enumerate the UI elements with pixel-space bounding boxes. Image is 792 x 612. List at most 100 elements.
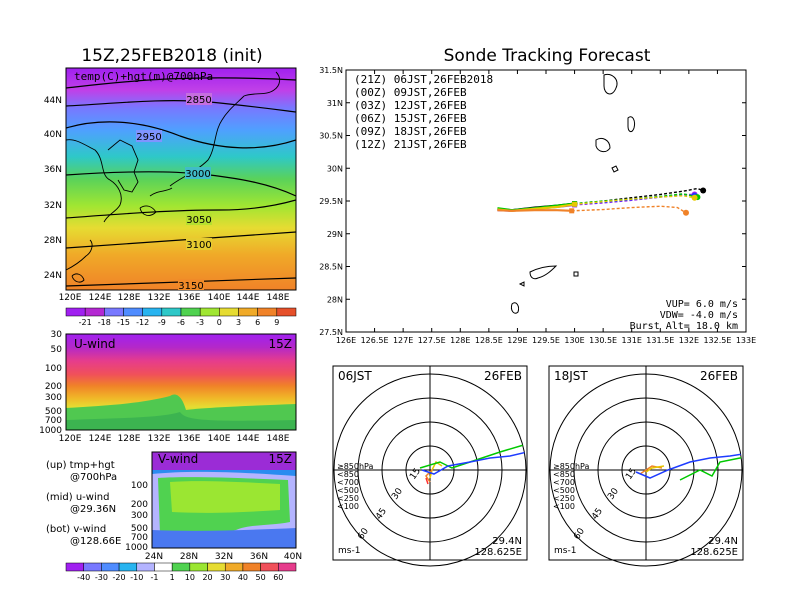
uwind-surface-detail <box>66 394 296 430</box>
uwind-y-tick: 50 <box>51 345 63 355</box>
colorbar-swatch <box>260 562 279 572</box>
track-frame <box>345 69 747 333</box>
colorbar-label: 30 <box>220 573 230 582</box>
x-tick-label: 126E <box>336 336 356 345</box>
vwind-x-tick: 36N <box>250 552 268 562</box>
uwind-time: 15Z <box>269 337 293 351</box>
colorbar-label: -10 <box>130 573 143 582</box>
x-tick-label: 126.5E <box>361 336 389 345</box>
vwind-time: 15Z <box>269 452 293 466</box>
colorbar-swatch <box>142 307 163 317</box>
polar-date: 26FEB <box>700 369 738 383</box>
y-tick-label: 31N <box>327 99 343 108</box>
vwind-detail <box>152 470 296 548</box>
legend-title: (mid) u-wind <box>46 492 109 503</box>
colorbar-label: 50 <box>256 573 266 582</box>
polar-unit: ms-1 <box>338 546 360 556</box>
track-ticks: 126E 126.5E 127E 127.5E 128E 128.5E 129E 129.5E… <box>319 66 756 345</box>
vup-annotation: VUP= 6.0 m/s <box>666 299 738 310</box>
uwind-x-tick: 124E <box>89 434 112 444</box>
uwind-y-tick: 700 <box>45 416 62 426</box>
colorbar-label: 3 <box>236 318 241 327</box>
track-legend-entry: (03Z) 12JST,26FEB <box>354 99 467 112</box>
colorbar-label: -6 <box>177 318 185 327</box>
polar-06jst: 15 30 45 60 06JST 26FEB ≥850hPa <850 <70… <box>332 365 528 567</box>
colorbar-swatch <box>161 307 182 317</box>
uwind-y-tick: 1000 <box>39 426 62 436</box>
polar-18jst: 15 30 45 60 18JST 26FEB ≥850hPa <850 <70… <box>548 365 744 567</box>
vwind-label: V-wind <box>158 452 198 466</box>
uwind-x-tick: 136E <box>178 434 201 444</box>
colorbar-swatch <box>278 562 297 572</box>
map-y-tick: 44N <box>44 96 62 106</box>
colorbar-swatch <box>123 307 143 317</box>
vwind-x-tick: 40N <box>284 552 302 562</box>
x-tick-label: 130E <box>564 336 584 345</box>
colorbar-label: -20 <box>113 573 126 582</box>
map-x-tick: 124E <box>89 293 112 303</box>
colorbar-swatch <box>207 562 226 572</box>
y-tick-label: 30.5N <box>319 132 343 141</box>
polar-ring-labels: 15 30 45 60 <box>572 467 639 542</box>
map-x-tick: 120E <box>59 293 82 303</box>
y-tick-label: 30N <box>327 164 343 173</box>
colorbar-swatch <box>171 562 191 572</box>
track-legend-entry: (12Z) 21JST,26FEB <box>354 138 467 151</box>
uwind-x-ticks: 120E 124E 128E 132E 136E 140E 144E 148E <box>59 434 290 444</box>
legend-title: (up) tmp+hgt <box>46 460 115 471</box>
burst-annotation: Burst Alt= 18.0 km <box>630 321 738 332</box>
x-tick-label: 132E <box>679 336 699 345</box>
colorbar-label: 0 <box>217 318 222 327</box>
x-tick-label: 127.5E <box>418 336 446 345</box>
colorbar-label: -21 <box>79 318 92 327</box>
uwind-y-tick: 30 <box>51 330 63 340</box>
x-tick-label: 128.5E <box>475 336 503 345</box>
colorbar-label: 1 <box>170 573 175 582</box>
track-annotations: VUP= 6.0 m/s VDW= -4.0 m/s Burst Alt= 18… <box>630 299 738 332</box>
track-line-drift <box>571 205 687 214</box>
hodograph-06jst <box>419 439 526 485</box>
polar-date: 26FEB <box>484 369 522 383</box>
colorbar-label: -40 <box>77 573 90 582</box>
y-tick-label: 28N <box>327 295 343 304</box>
track-title: Sonde Tracking Forecast <box>444 46 651 66</box>
vwind-y-ticks: 100 200 300 500 700 1000 <box>125 481 148 553</box>
polar-lat: 29.4N <box>492 536 522 547</box>
colorbar-swatch <box>154 562 173 572</box>
map-x-tick: 140E <box>208 293 231 303</box>
vwind-y-tick: 500 <box>131 524 148 534</box>
colorbar-swatch <box>84 307 105 317</box>
level-entry: <850 <box>337 470 359 479</box>
level-entry: ≥850hPa <box>553 462 590 471</box>
vwind-section: V-wind 15Z 100 200 300 500 700 1000 24N … <box>125 451 302 562</box>
uwind-label: U-wind <box>74 337 115 351</box>
uwind-frame <box>65 333 297 431</box>
level-entry: <500 <box>337 486 359 495</box>
colorbar-swatch <box>65 562 84 572</box>
vwind-y-tick: 300 <box>131 511 148 521</box>
colorbar-swatch <box>219 307 239 317</box>
map-x-tick: 148E <box>267 293 290 303</box>
legend-title: (bot) v-wind <box>46 524 106 535</box>
uwind-x-tick: 144E <box>237 434 260 444</box>
vwind-x-tick: 24N <box>145 552 163 562</box>
colorbar-label: -3 <box>196 318 204 327</box>
polar-rings <box>333 366 527 567</box>
map-x-tick: 136E <box>178 293 201 303</box>
colorbar-swatch <box>101 562 120 572</box>
map-y-tick: 40N <box>44 130 62 140</box>
colorbar-swatch <box>118 562 138 572</box>
map-y-tick: 28N <box>44 236 62 246</box>
level-entry: ≥850hPa <box>337 462 374 471</box>
x-tick-label: 133E <box>736 336 756 345</box>
uwind-y-tick: 300 <box>45 393 62 403</box>
polar-lon: 128.625E <box>690 547 738 558</box>
x-tick-label: 127E <box>393 336 413 345</box>
level-entry: <250 <box>553 494 575 503</box>
colorbar-swatch <box>224 562 244 572</box>
contour-label: 3000 <box>185 169 210 180</box>
uwind-x-tick: 148E <box>267 434 290 444</box>
x-tick-label: 132.5E <box>703 336 731 345</box>
uwind-x-tick: 128E <box>118 434 141 444</box>
